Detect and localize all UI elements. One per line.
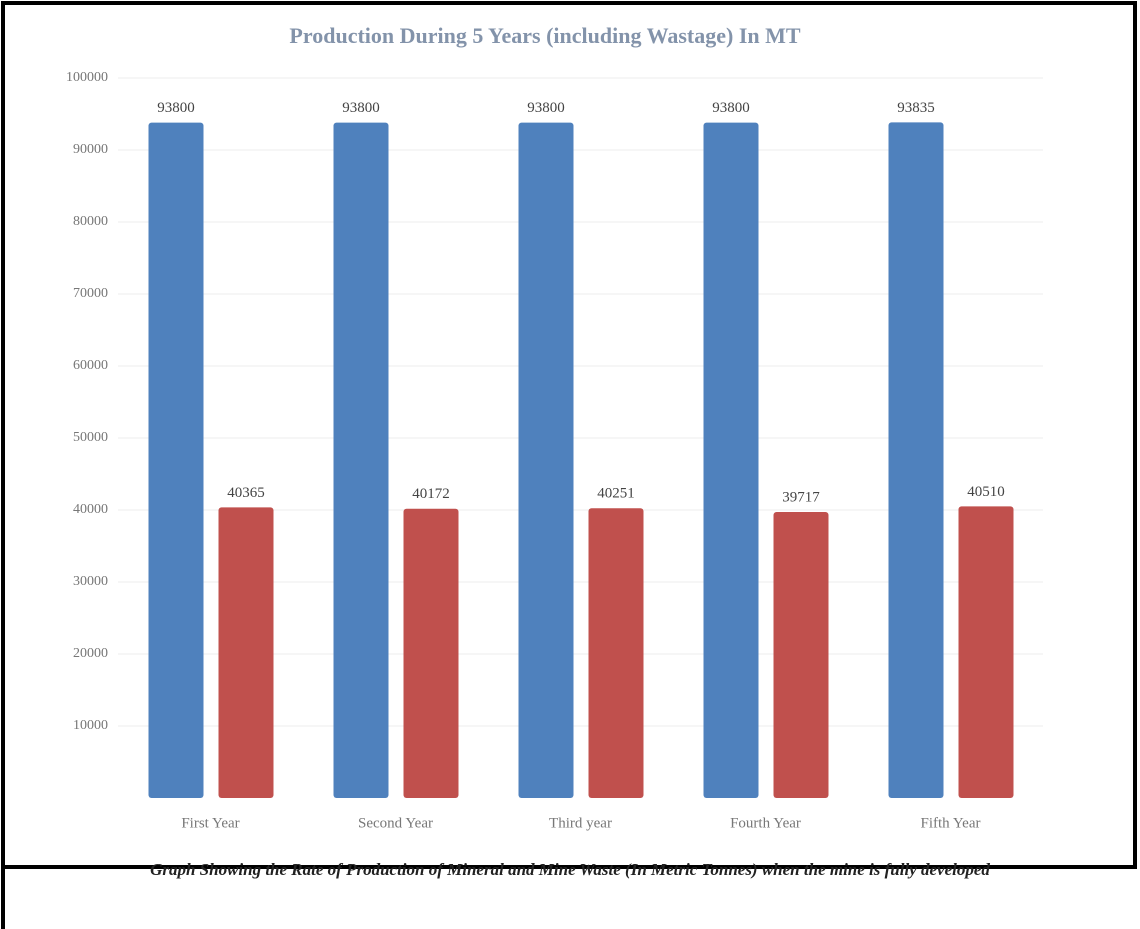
x-tick-label: Second Year bbox=[358, 815, 433, 831]
bar bbox=[148, 122, 204, 798]
y-tick-label: 100000 bbox=[66, 70, 108, 85]
value-label: 40172 bbox=[412, 486, 450, 502]
y-tick-label: 90000 bbox=[73, 142, 108, 157]
x-tick-label: Fourth Year bbox=[730, 815, 801, 831]
y-tick-label: 80000 bbox=[73, 214, 108, 229]
value-label: 93800 bbox=[712, 100, 750, 116]
value-label: 93835 bbox=[897, 100, 935, 116]
y-tick-label: 20000 bbox=[73, 646, 108, 661]
value-label: 93800 bbox=[157, 100, 195, 116]
bar bbox=[518, 122, 574, 798]
value-label: 93800 bbox=[342, 100, 380, 116]
bar bbox=[218, 507, 274, 798]
x-tick-label: First Year bbox=[181, 815, 239, 831]
y-tick-label: 70000 bbox=[73, 286, 108, 301]
y-tick-label: 60000 bbox=[73, 358, 108, 373]
chart-title: Production During 5 Years (including Was… bbox=[289, 23, 800, 48]
value-label: 40510 bbox=[967, 484, 1005, 500]
y-tick-label: 30000 bbox=[73, 574, 108, 589]
bar bbox=[773, 512, 829, 798]
value-label: 40365 bbox=[227, 485, 265, 501]
x-tick-label: Third year bbox=[549, 815, 612, 831]
value-label: 39717 bbox=[782, 489, 820, 505]
y-tick-label: 50000 bbox=[73, 430, 108, 445]
value-label: 40251 bbox=[597, 486, 635, 502]
bar bbox=[703, 122, 759, 798]
bar bbox=[588, 508, 644, 798]
caption: Graph Showing the Rate of Production of … bbox=[150, 860, 990, 879]
x-tick-label: Fifth Year bbox=[920, 815, 980, 831]
y-tick-label: 10000 bbox=[73, 718, 108, 733]
bar bbox=[403, 508, 459, 798]
y-tick-label: 40000 bbox=[73, 502, 108, 517]
frame bbox=[1, 1, 1137, 869]
bar bbox=[888, 122, 944, 798]
bar bbox=[958, 506, 1014, 798]
bar bbox=[333, 122, 389, 798]
value-label: 93800 bbox=[527, 100, 565, 116]
